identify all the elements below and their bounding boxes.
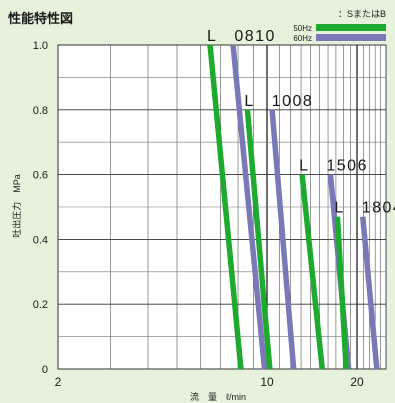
legend-title: ：SまたはB (338, 9, 386, 19)
grid-lines (58, 45, 387, 369)
series-line-50hz (207, 44, 244, 370)
legend-swatch-60hz (316, 34, 386, 41)
x-tick-label: 10 (260, 375, 274, 389)
y-tick-label: 0.4 (33, 234, 48, 246)
series-line-60hz (230, 44, 268, 370)
y-tick-label: 0.8 (33, 105, 48, 117)
tick-labels: 0 0.2 0.4 0.6 0.8 1.0 2 10 20 (33, 40, 364, 389)
series-line-60hz (359, 216, 380, 370)
y-tick-label: 0.6 (33, 170, 48, 182)
chart-title: 性能特性図 (8, 11, 73, 26)
y-tick-label: 0 (42, 364, 48, 376)
legend-label-60hz: 60Hz (293, 34, 312, 43)
legend-label-50hz: 50Hz (293, 24, 312, 33)
x-tick-label: 2 (55, 375, 62, 389)
y-tick-label: 1.0 (33, 40, 48, 52)
series-line-60hz (269, 109, 297, 370)
model-label: L 1506 (299, 158, 368, 175)
y-tick-label: 0.2 (33, 299, 48, 311)
model-label: L 1008 (244, 93, 313, 110)
x-axis-label: 流 量 ℓ/min (190, 391, 246, 402)
series-line-50hz (244, 109, 273, 370)
x-tick-label: 20 (350, 375, 364, 389)
series-line-50hz (334, 216, 349, 370)
legend-swatch-50hz (316, 24, 386, 31)
model-label: L 0810 (207, 28, 276, 45)
y-axis-label: 吐出圧力 MPa (11, 174, 22, 238)
series-lines (207, 44, 380, 370)
series-line-50hz (299, 174, 325, 370)
model-label: L 1804 (334, 200, 395, 217)
model-labels: L 0810 L 1008 L 1506 L 1804 (207, 28, 395, 217)
